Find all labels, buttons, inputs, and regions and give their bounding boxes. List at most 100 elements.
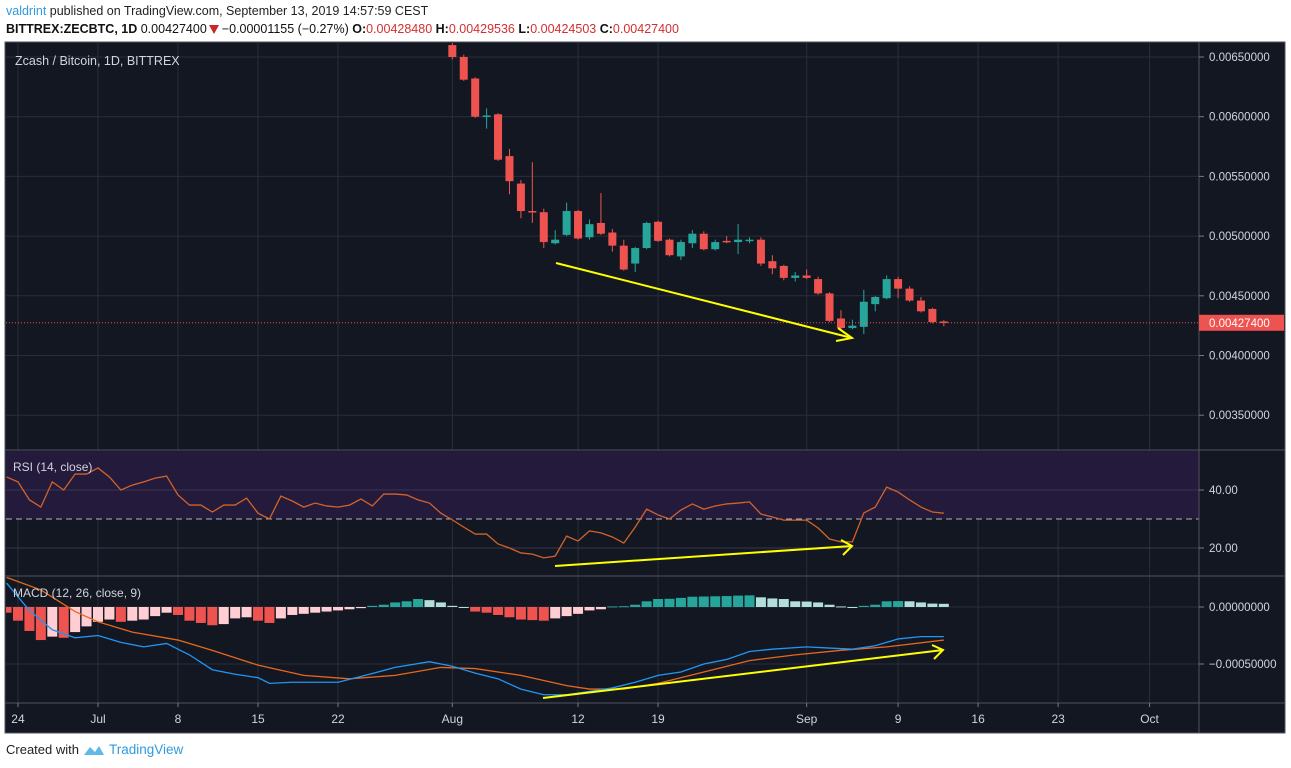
candle[interactable] [676,239,685,260]
candle[interactable] [848,319,857,330]
candle[interactable] [825,292,834,323]
macd-histogram-bar [367,605,378,607]
macd-histogram-bar [687,596,698,607]
last-price: 0.00427400 [140,22,207,36]
macd-histogram-bar [435,602,446,607]
price-pane[interactable] [6,43,1199,335]
macd-histogram-bar [744,595,755,607]
macd-histogram-bar [927,603,938,607]
candle[interactable] [551,230,560,245]
macd-histogram-bar [607,606,618,608]
macd-histogram-bar [527,607,538,621]
candle-body [779,265,788,278]
candle-body [448,45,457,57]
rsi-pane[interactable] [6,467,944,559]
high-value: 0.00429536 [448,22,515,36]
macd-histogram-bar [561,607,572,617]
author-link[interactable]: valdrint [6,4,47,18]
candle[interactable] [516,179,525,219]
candle[interactable] [711,239,720,251]
candle[interactable] [539,208,548,249]
macd-histogram-bar [790,601,801,607]
candle-body [905,288,914,301]
candle[interactable] [608,228,617,252]
candle-body [768,261,777,269]
candle[interactable] [779,264,788,281]
candle[interactable] [916,296,925,313]
open-label: O: [352,22,367,36]
macd-pane[interactable] [2,577,949,696]
candle[interactable] [688,230,697,249]
macd-histogram-bar [515,607,526,620]
macd-histogram-bar [58,607,69,638]
macd-histogram-bar [47,607,58,637]
candle[interactable] [894,276,903,299]
macd-histogram-bar [6,607,12,613]
candle[interactable] [448,43,457,60]
candle[interactable] [596,193,605,235]
candle[interactable] [722,236,731,244]
candle[interactable] [494,113,503,161]
candle-body [916,300,925,312]
candle[interactable] [905,286,914,302]
candle[interactable] [745,237,754,244]
candle[interactable] [505,148,514,195]
macd-histogram-bar [481,607,492,613]
candle-body [562,211,571,235]
macd-histogram-bar [858,605,869,607]
candle[interactable] [802,269,811,280]
candle-body [505,156,514,182]
candle-body [608,232,617,246]
candle[interactable] [859,289,868,335]
candle[interactable] [459,54,468,81]
macd-histogram-bar [355,607,366,609]
tradingview-logo-icon[interactable] [83,743,105,757]
macd-histogram-bar [321,607,332,612]
candle[interactable] [528,162,537,223]
price-pane-title: Zcash / Bitcoin, 1D, BITTREX [15,54,180,68]
candle[interactable] [619,239,628,271]
axes[interactable]: 24 Jul 8 15 22 Aug 12 19 Sep 9 16 23 Oct 0.00650000 0.… [11,52,1284,726]
candle[interactable] [756,237,765,266]
macd-histogram-bar [664,598,675,607]
high-label: H: [435,22,449,36]
candle[interactable] [928,307,937,324]
candle[interactable] [665,238,674,257]
macd-histogram-bar [127,607,138,621]
candle-body [791,275,800,278]
candle-body [619,245,628,270]
candle-body [825,293,834,321]
price-trend-arrow[interactable] [555,262,853,339]
candle[interactable] [734,224,743,255]
candle[interactable] [814,276,823,295]
candle[interactable] [482,108,491,129]
rsi-trend-arrow[interactable] [554,545,853,567]
candle-body [699,233,708,250]
symbol-label: BITTREX:ZECBTC, 1D [6,22,138,36]
tradingview-link[interactable]: TradingView [108,742,184,757]
macd-line[interactable] [6,582,944,696]
candle[interactable] [871,295,880,312]
candle[interactable] [939,320,948,327]
candle[interactable] [574,209,583,240]
candle-body [676,242,685,257]
candle[interactable] [768,255,777,275]
candle[interactable] [654,220,663,243]
candle[interactable] [631,246,640,272]
price-axis-label: 0.00650000 [1209,52,1270,64]
macd-trend-arrow[interactable] [542,649,944,699]
candle[interactable] [642,221,651,250]
candle-body [551,239,560,244]
candle[interactable] [471,77,480,118]
rsi-line[interactable] [6,467,944,559]
candle[interactable] [562,202,571,237]
candle[interactable] [585,219,594,240]
candle[interactable] [791,271,800,282]
candle[interactable] [882,275,891,300]
candle-body [688,233,697,244]
time-axis-label: 19 [651,712,665,726]
candle[interactable] [699,231,708,251]
last-price-badge [1199,314,1284,331]
annotation-arrows[interactable] [542,262,945,699]
